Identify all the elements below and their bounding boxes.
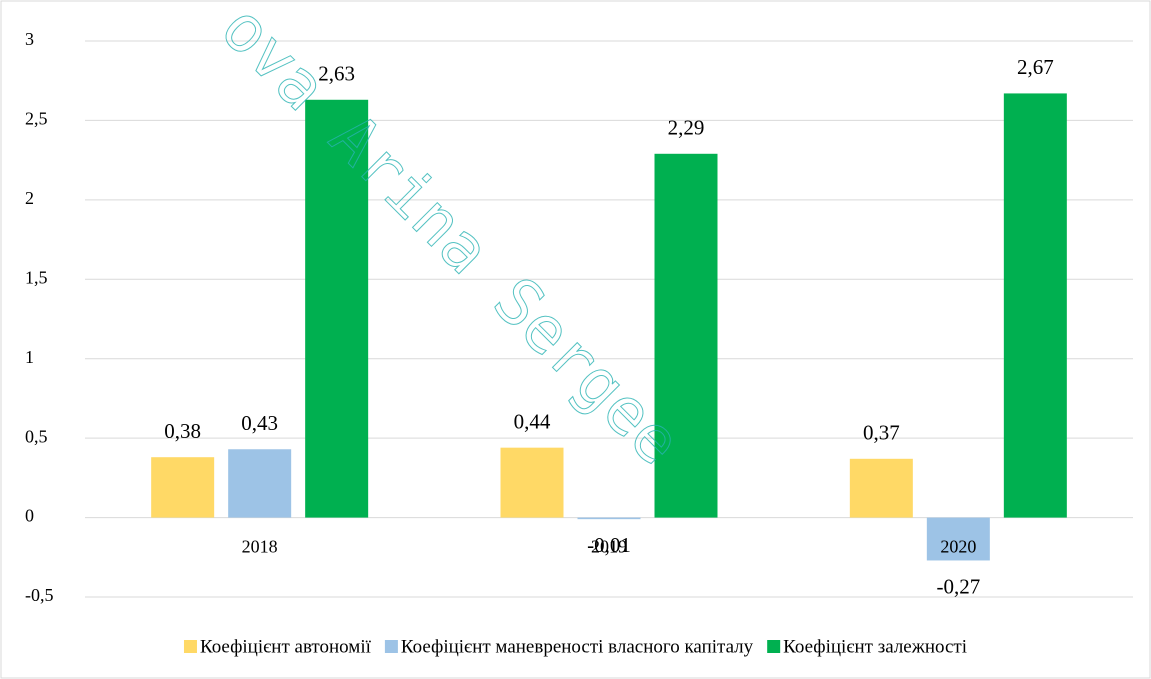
data-label: 0,43 xyxy=(241,411,278,435)
bar xyxy=(926,517,990,561)
legend-label: Коефіцієнт автономії xyxy=(200,636,372,657)
y-tick-label: 0 xyxy=(25,506,34,526)
y-tick-label: 3 xyxy=(25,29,34,49)
data-label: 0,38 xyxy=(164,419,201,443)
bar xyxy=(151,457,215,518)
data-label: 2,67 xyxy=(1017,55,1054,79)
bar xyxy=(500,447,564,518)
bar xyxy=(228,449,292,518)
y-tick-label: 0,5 xyxy=(25,426,48,446)
y-tick-label: 1 xyxy=(25,347,34,367)
y-tick-label: 2 xyxy=(25,188,34,208)
data-label: 2,29 xyxy=(668,116,705,140)
data-label: 0,44 xyxy=(514,409,551,433)
legend-label: Коефіцієнт залежності xyxy=(783,636,967,657)
data-label: 0,37 xyxy=(863,421,900,445)
x-tick-label: 2020 xyxy=(940,537,976,557)
x-tick-label: 2018 xyxy=(242,537,278,557)
data-label: 2,63 xyxy=(318,62,355,86)
legend-label: Коефіцієнт маневреності власного капітал… xyxy=(401,636,754,657)
data-label: -0,01 xyxy=(587,533,631,557)
y-tick-label: -0,5 xyxy=(25,585,54,605)
y-tick-label: 1,5 xyxy=(25,267,48,287)
x-tick-label: 2019 xyxy=(591,537,627,557)
legend-swatch xyxy=(767,640,781,653)
y-tick-label: 2,5 xyxy=(25,109,48,129)
data-label: -0,27 xyxy=(936,574,980,598)
legend-swatch xyxy=(183,640,197,653)
bar xyxy=(305,99,369,518)
bar xyxy=(577,517,641,520)
legend-swatch xyxy=(384,640,398,653)
bar xyxy=(654,153,718,518)
bar xyxy=(849,458,913,518)
bar xyxy=(1003,93,1067,518)
